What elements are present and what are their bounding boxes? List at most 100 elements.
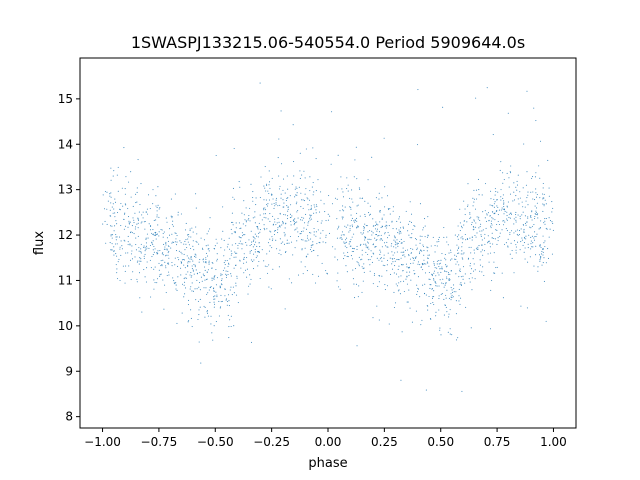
data-point <box>139 257 141 259</box>
data-point <box>279 212 281 214</box>
data-point <box>391 258 393 260</box>
data-point <box>190 286 192 288</box>
data-point <box>549 220 552 222</box>
data-point <box>536 202 538 204</box>
data-point <box>116 236 118 238</box>
data-point <box>172 225 175 227</box>
data-point <box>137 222 139 224</box>
data-point <box>448 297 450 299</box>
data-point <box>132 271 134 273</box>
data-point <box>542 193 544 195</box>
data-point <box>109 195 111 197</box>
data-point <box>319 237 321 239</box>
data-point <box>122 205 124 207</box>
data-point <box>124 193 126 195</box>
data-point <box>274 230 277 232</box>
data-point <box>137 158 139 161</box>
data-point <box>273 233 276 236</box>
data-point <box>415 256 417 258</box>
data-point <box>185 239 187 241</box>
data-point <box>469 212 471 214</box>
data-point <box>367 253 369 256</box>
data-point <box>493 203 495 205</box>
data-point <box>220 273 222 275</box>
data-point <box>203 275 205 277</box>
data-point <box>199 289 201 291</box>
data-point <box>470 246 472 248</box>
data-point <box>291 183 293 185</box>
data-point <box>445 266 447 268</box>
data-point <box>366 241 369 243</box>
data-point <box>500 209 502 211</box>
data-point <box>170 198 172 200</box>
data-point <box>259 214 261 216</box>
data-point <box>213 306 215 308</box>
data-point <box>367 242 369 244</box>
data-point <box>471 289 473 291</box>
data-point <box>249 252 251 254</box>
data-point <box>213 247 215 250</box>
data-point <box>259 196 261 199</box>
data-point <box>433 270 436 272</box>
data-point <box>232 196 234 198</box>
data-point <box>393 235 395 237</box>
data-point <box>197 318 199 321</box>
data-point <box>403 290 405 293</box>
data-point <box>416 293 418 296</box>
data-point <box>435 282 437 284</box>
data-point <box>227 273 229 276</box>
data-point <box>361 197 364 199</box>
data-point <box>455 273 457 275</box>
data-point <box>506 215 508 217</box>
data-point <box>244 269 247 271</box>
data-point <box>537 270 539 272</box>
data-point <box>220 275 222 277</box>
data-point <box>271 236 273 238</box>
data-point <box>456 236 458 238</box>
data-point <box>110 196 112 198</box>
data-point <box>192 260 194 262</box>
data-point <box>286 175 288 177</box>
data-point <box>518 203 520 205</box>
data-point <box>481 271 483 273</box>
data-point <box>180 213 182 215</box>
data-point <box>302 207 304 209</box>
data-point <box>204 261 206 263</box>
data-point <box>448 252 450 254</box>
data-point <box>441 293 443 295</box>
data-point <box>116 243 118 245</box>
data-point <box>249 220 251 222</box>
data-point <box>243 214 245 216</box>
data-point <box>156 278 159 280</box>
data-point <box>487 253 489 255</box>
data-point <box>159 249 161 252</box>
data-point <box>481 239 483 241</box>
data-point <box>184 229 187 231</box>
data-point <box>506 230 508 232</box>
data-point <box>152 249 154 251</box>
data-point <box>366 225 368 227</box>
data-point <box>444 253 446 256</box>
data-point <box>116 255 118 257</box>
data-point <box>427 254 429 256</box>
data-point <box>417 291 419 293</box>
data-point <box>156 214 158 216</box>
data-point <box>249 274 251 276</box>
data-point <box>503 178 505 181</box>
data-point <box>165 265 167 267</box>
data-point <box>343 252 345 254</box>
data-point <box>259 229 261 231</box>
data-point <box>187 264 189 267</box>
data-point <box>120 225 122 227</box>
data-point <box>515 211 517 213</box>
data-point <box>331 111 333 113</box>
data-point <box>150 296 152 298</box>
data-point <box>526 307 528 309</box>
data-point <box>131 245 133 247</box>
data-point <box>274 205 276 207</box>
data-point <box>438 239 440 241</box>
data-point <box>351 198 353 200</box>
data-point <box>486 213 488 215</box>
data-point <box>375 197 377 199</box>
data-point <box>184 277 186 279</box>
